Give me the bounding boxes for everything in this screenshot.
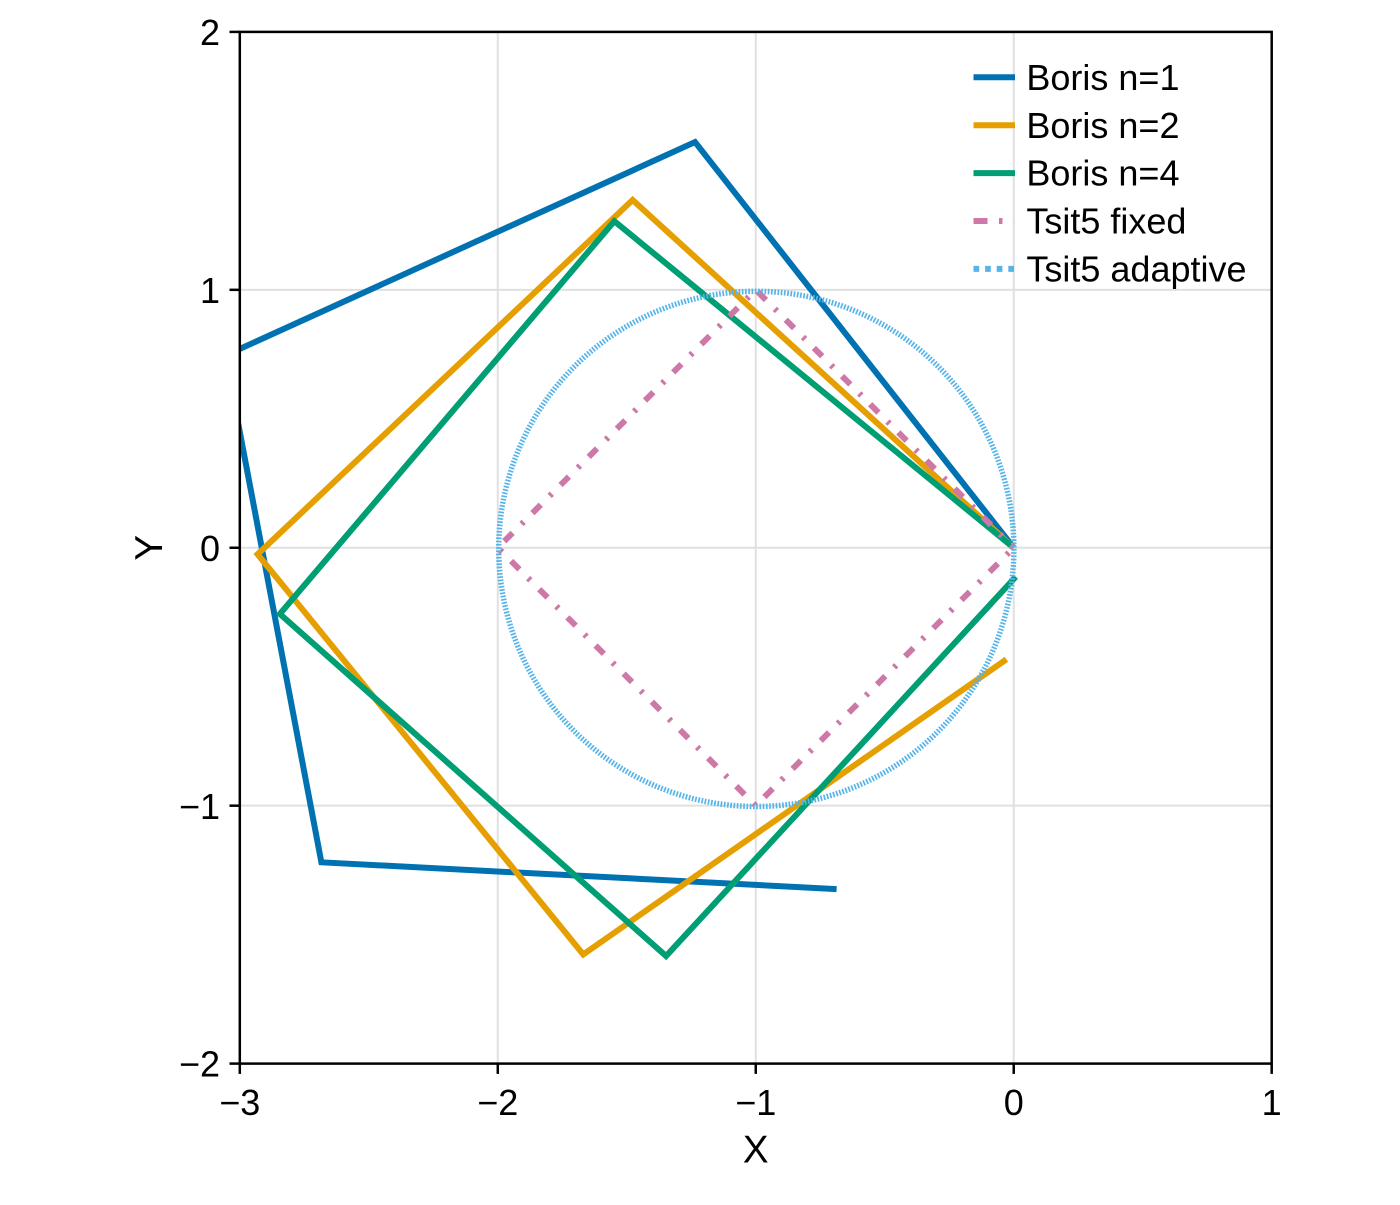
svg-text:Y: Y — [128, 535, 171, 561]
svg-text:1: 1 — [200, 270, 220, 311]
svg-text:−2: −2 — [179, 1044, 220, 1085]
svg-text:X: X — [743, 1129, 769, 1172]
svg-text:Boris n=2: Boris n=2 — [1026, 105, 1179, 146]
svg-text:Boris n=4: Boris n=4 — [1026, 153, 1179, 194]
svg-text:2: 2 — [200, 12, 220, 53]
svg-text:1: 1 — [1262, 1082, 1282, 1123]
svg-text:−3: −3 — [219, 1082, 260, 1123]
svg-text:Tsit5 adaptive: Tsit5 adaptive — [1026, 249, 1246, 290]
svg-text:0: 0 — [1004, 1082, 1024, 1123]
svg-text:0: 0 — [200, 528, 220, 569]
svg-text:−2: −2 — [477, 1082, 518, 1123]
svg-text:−1: −1 — [179, 786, 220, 827]
svg-text:Boris n=1: Boris n=1 — [1026, 57, 1179, 98]
svg-text:−1: −1 — [735, 1082, 776, 1123]
svg-text:Tsit5 fixed: Tsit5 fixed — [1026, 201, 1186, 242]
